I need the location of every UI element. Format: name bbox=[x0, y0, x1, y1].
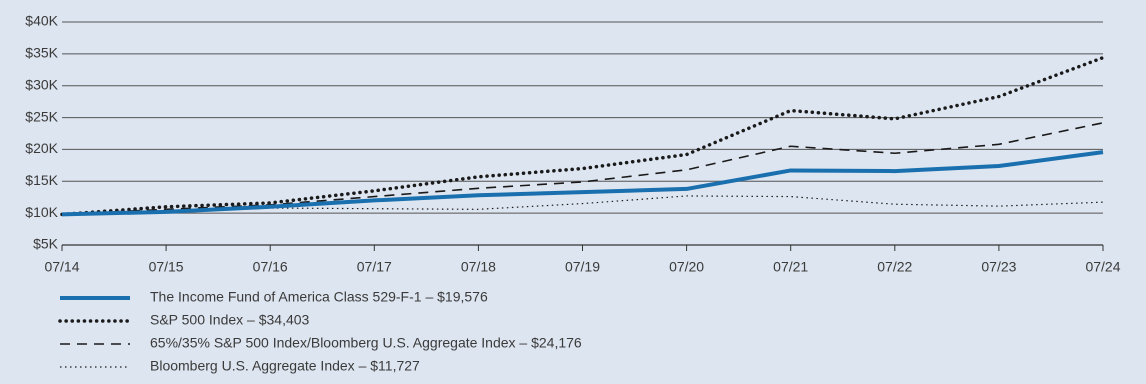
x-tick-label: 07/16 bbox=[253, 259, 288, 275]
series-line bbox=[61, 195, 1104, 216]
legend-label: The Income Fund of America Class 529-F-1… bbox=[150, 289, 488, 305]
y-tick-label: $10K bbox=[25, 204, 58, 220]
x-tick-label: 07/14 bbox=[44, 259, 79, 275]
y-tick-label: $25K bbox=[25, 108, 58, 124]
x-tick-label: 07/22 bbox=[877, 259, 912, 275]
y-tick-label: $35K bbox=[25, 45, 58, 61]
y-tick-label: $20K bbox=[25, 140, 58, 156]
y-tick-label: $15K bbox=[25, 172, 58, 188]
y-tick-label: $5K bbox=[33, 236, 59, 252]
y-tick-label: $30K bbox=[25, 76, 58, 92]
x-tick-label: 07/24 bbox=[1085, 259, 1120, 275]
legend-label: 65%/35% S&P 500 Index/Bloomberg U.S. Agg… bbox=[150, 335, 582, 351]
legend-label: Bloomberg U.S. Aggregate Index – $11,727 bbox=[150, 358, 420, 374]
x-tick-label: 07/23 bbox=[981, 259, 1016, 275]
legend-label: S&P 500 Index – $34,403 bbox=[150, 312, 310, 328]
x-tick-label: 07/21 bbox=[773, 259, 808, 275]
y-tick-label: $40K bbox=[25, 13, 58, 29]
x-tick-label: 07/17 bbox=[357, 259, 392, 275]
x-tick-label: 07/19 bbox=[565, 259, 600, 275]
x-tick-label: 07/15 bbox=[149, 259, 184, 275]
series-line bbox=[61, 122, 1104, 216]
series-line bbox=[61, 150, 1104, 217]
x-tick-label: 07/20 bbox=[669, 259, 704, 275]
x-tick-label: 07/18 bbox=[461, 259, 496, 275]
